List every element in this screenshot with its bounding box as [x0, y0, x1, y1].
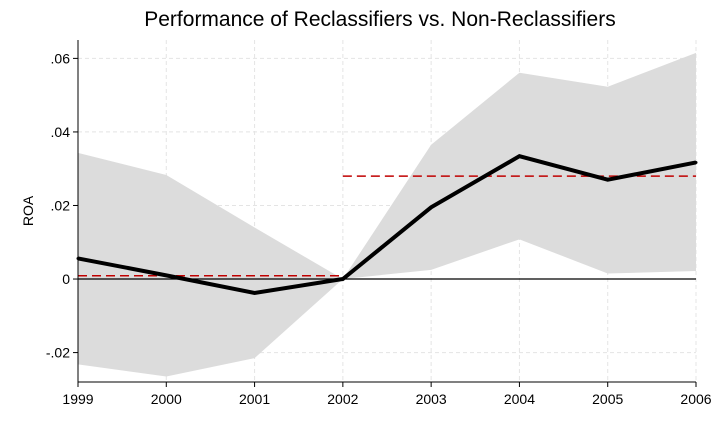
y-tick-label: -.02 [46, 345, 70, 361]
data-point [429, 205, 433, 209]
data-point [341, 277, 345, 281]
data-point [253, 291, 257, 295]
x-tick-label: 2006 [680, 391, 711, 407]
x-tick-label: 1999 [62, 391, 93, 407]
x-tick-label: 2004 [504, 391, 535, 407]
x-tick-label: 2000 [151, 391, 182, 407]
confidence-band [78, 52, 696, 377]
data-point [606, 178, 610, 182]
data-point [517, 154, 521, 158]
x-tick-label: 2001 [239, 391, 270, 407]
data-point [694, 160, 698, 164]
x-tick-label: 2005 [592, 391, 623, 407]
series-line [77, 154, 697, 296]
y-tick-label: .04 [51, 124, 71, 140]
chart-title: Performance of Reclassifiers vs. Non-Rec… [144, 8, 616, 31]
x-tick-label: 2003 [416, 391, 447, 407]
y-tick-label: .06 [51, 50, 71, 66]
y-axis-label: ROA [20, 195, 36, 226]
y-tick-label: .02 [51, 197, 71, 213]
x-tick-label: 2002 [327, 391, 358, 407]
y-tick-label: 0 [62, 271, 70, 287]
data-point [164, 273, 168, 277]
